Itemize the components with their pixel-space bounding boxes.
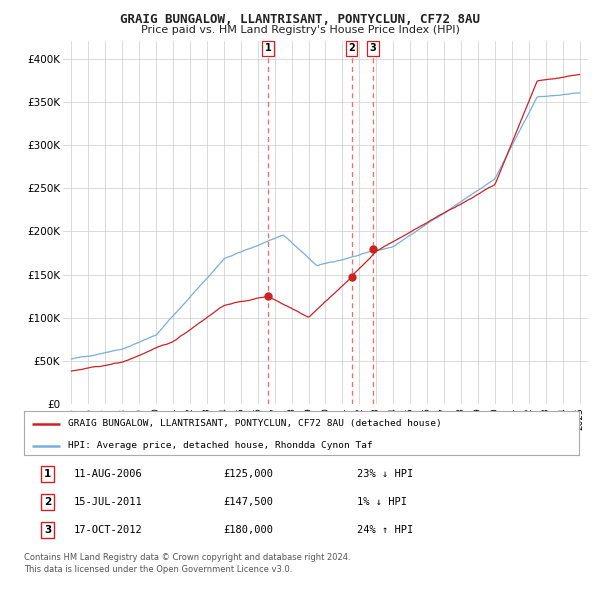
Text: HPI: Average price, detached house, Rhondda Cynon Taf: HPI: Average price, detached house, Rhon…: [68, 441, 373, 450]
Text: £147,500: £147,500: [224, 497, 274, 507]
Text: £180,000: £180,000: [224, 525, 274, 535]
Text: 1% ↓ HPI: 1% ↓ HPI: [357, 497, 407, 507]
Text: 3: 3: [44, 525, 52, 535]
Text: 1: 1: [265, 43, 271, 53]
Text: GRAIG BUNGALOW, LLANTRISANT, PONTYCLUN, CF72 8AU: GRAIG BUNGALOW, LLANTRISANT, PONTYCLUN, …: [120, 13, 480, 26]
Text: 24% ↑ HPI: 24% ↑ HPI: [357, 525, 413, 535]
Text: Price paid vs. HM Land Registry's House Price Index (HPI): Price paid vs. HM Land Registry's House …: [140, 25, 460, 35]
Text: 11-AUG-2006: 11-AUG-2006: [74, 469, 143, 479]
Text: 23% ↓ HPI: 23% ↓ HPI: [357, 469, 413, 479]
Text: 3: 3: [370, 43, 376, 53]
Text: Contains HM Land Registry data © Crown copyright and database right 2024.: Contains HM Land Registry data © Crown c…: [24, 553, 350, 562]
Text: 1: 1: [44, 469, 52, 479]
Text: 17-OCT-2012: 17-OCT-2012: [74, 525, 143, 535]
Text: £125,000: £125,000: [224, 469, 274, 479]
Text: GRAIG BUNGALOW, LLANTRISANT, PONTYCLUN, CF72 8AU (detached house): GRAIG BUNGALOW, LLANTRISANT, PONTYCLUN, …: [68, 419, 442, 428]
Text: This data is licensed under the Open Government Licence v3.0.: This data is licensed under the Open Gov…: [24, 565, 292, 574]
Text: 2: 2: [44, 497, 52, 507]
Text: 15-JUL-2011: 15-JUL-2011: [74, 497, 143, 507]
Text: 2: 2: [348, 43, 355, 53]
